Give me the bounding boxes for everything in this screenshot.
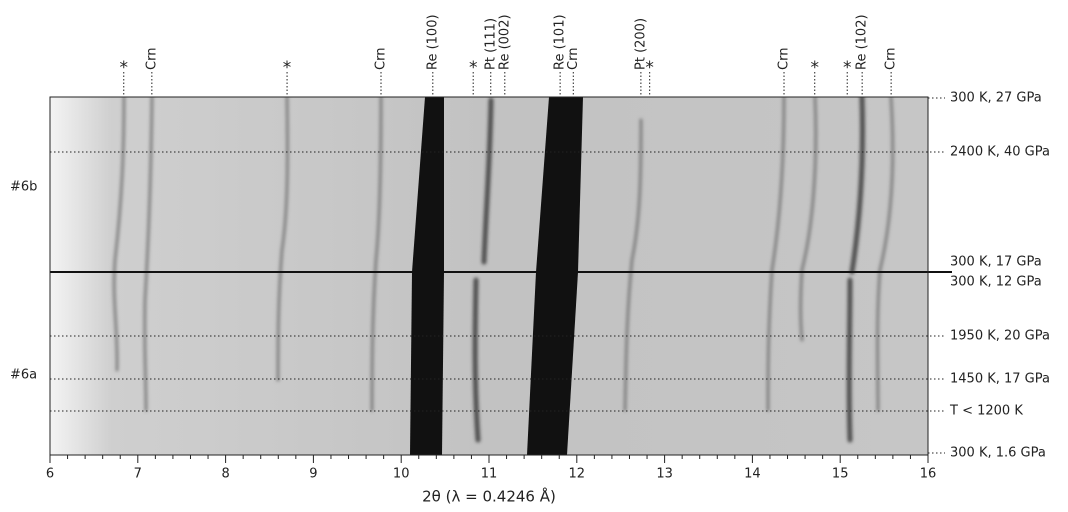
condition-label: 2400 K, 40 GPa <box>950 145 1050 160</box>
sample-label: #6b <box>10 180 37 195</box>
peak-label: * <box>645 58 654 78</box>
condition-label: 1450 K, 17 GPa <box>950 372 1050 387</box>
peak-label: Re (100) <box>425 14 440 70</box>
x-tick-label: 12 <box>569 467 586 482</box>
peak-label: * <box>283 58 292 78</box>
peak-label: * <box>843 58 852 78</box>
x-tick-label: 6 <box>46 467 54 482</box>
peak-label: Crn <box>374 48 389 70</box>
strong-lines <box>410 97 583 455</box>
peak-label: Crn <box>884 48 899 70</box>
x-tick-label: 13 <box>656 467 673 482</box>
peak-label: * <box>810 58 819 78</box>
x-tick-label: 9 <box>309 467 317 482</box>
condition-label: T < 1200 K <box>949 404 1023 419</box>
condition-label: 300 K, 17 GPa <box>950 255 1042 270</box>
condition-label: 300 K, 12 GPa <box>950 275 1042 290</box>
diffraction-lines <box>112 97 895 443</box>
sample-label: #6a <box>10 368 37 383</box>
x-tick-label: 10 <box>393 467 410 482</box>
row-dividers <box>50 97 945 454</box>
condition-label: 300 K, 27 GPa <box>950 91 1042 106</box>
x-tick-label: 15 <box>832 467 849 482</box>
condition-label: 300 K, 1.6 GPa <box>950 446 1046 461</box>
x-axis-label: 2θ (λ = 0.4246 Å) <box>422 487 556 506</box>
x-tick-label: 8 <box>221 467 229 482</box>
peak-label: Pt (200) <box>633 18 648 70</box>
condition-label: 1950 K, 20 GPa <box>950 329 1050 344</box>
peak-label: Crn <box>566 48 581 70</box>
peak-label: Crn <box>144 48 159 70</box>
x-tick-label: 11 <box>481 467 498 482</box>
x-tick-label: 7 <box>134 467 142 482</box>
peak-label: Re (102) <box>855 14 870 70</box>
peak-label: Re (002) <box>497 14 512 70</box>
peak-label: Crn <box>777 48 792 70</box>
peak-label: Re (101) <box>553 14 568 70</box>
peak-label: * <box>120 58 129 78</box>
peak-label: Pt (111) <box>483 18 498 70</box>
x-tick-label: 14 <box>744 467 761 482</box>
peak-label: * <box>469 58 478 78</box>
x-tick-label: 16 <box>920 467 937 482</box>
